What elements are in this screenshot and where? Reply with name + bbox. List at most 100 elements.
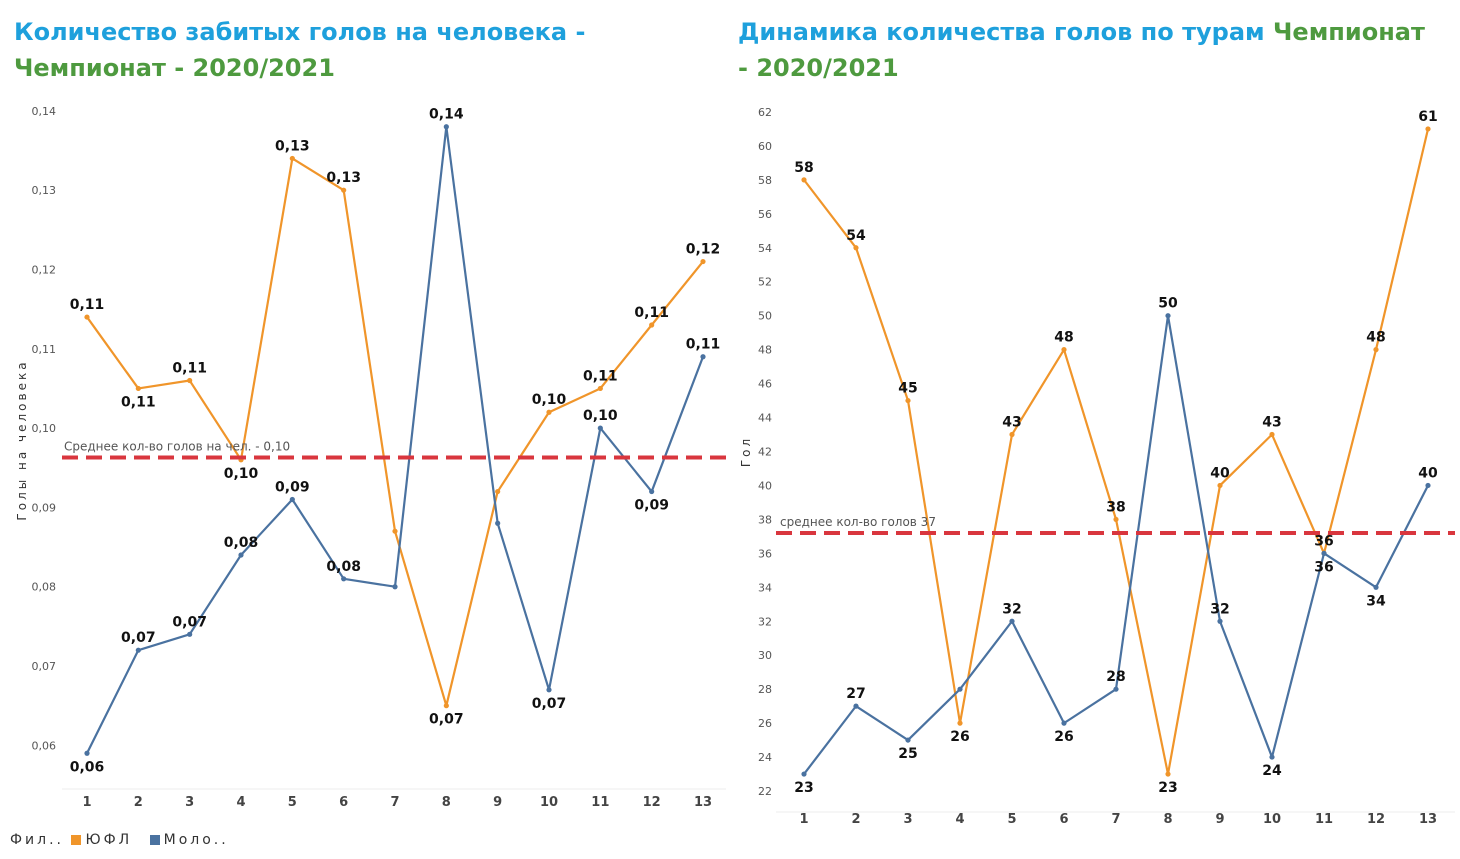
data-label-right-1: 25 bbox=[898, 746, 917, 762]
left-chart-title: Количество забитых голов на человека - Ч… bbox=[14, 14, 714, 86]
y-tick-label-left: 0,11 bbox=[32, 343, 57, 356]
data-label-right-0: 48 bbox=[1054, 330, 1073, 346]
x-tick-label-left: 9 bbox=[493, 795, 502, 810]
data-point-left-0 bbox=[546, 409, 552, 415]
data-point-right-1 bbox=[1269, 754, 1275, 760]
data-point-left-1 bbox=[135, 647, 141, 653]
y-tick-label-right: 36 bbox=[758, 547, 772, 560]
x-tick-label-left: 11 bbox=[591, 795, 609, 810]
x-tick-label-right: 10 bbox=[1263, 812, 1281, 827]
data-label-right-0: 40 bbox=[1210, 465, 1230, 481]
x-tick-label-right: 2 bbox=[851, 812, 860, 827]
data-point-right-1 bbox=[1113, 686, 1119, 692]
data-label-left-0: 0,07 bbox=[429, 712, 464, 728]
x-tick-label-left: 7 bbox=[390, 795, 399, 810]
data-point-left-1 bbox=[700, 354, 706, 360]
data-label-left-0: 0,11 bbox=[172, 361, 207, 377]
data-label-right-1: 32 bbox=[1210, 601, 1229, 617]
data-point-left-1 bbox=[238, 552, 244, 558]
legend-item-yufl[interactable]: ЮФЛ bbox=[71, 832, 132, 848]
data-point-right-0 bbox=[1061, 347, 1067, 353]
data-label-left-0: 0,10 bbox=[532, 392, 567, 408]
y-tick-label-right: 54 bbox=[758, 242, 772, 255]
data-label-left-1: 0,11 bbox=[686, 337, 721, 353]
y-tick-label-left: 0,14 bbox=[32, 105, 57, 118]
data-point-right-0 bbox=[1373, 347, 1379, 353]
data-label-left-0: 0,13 bbox=[326, 170, 361, 186]
average-line-label-right: среднее кол-во голов 37 bbox=[780, 515, 936, 529]
y-axis-label-right: Гол bbox=[739, 436, 753, 467]
data-label-left-0: 0,11 bbox=[121, 394, 156, 410]
data-point-right-1 bbox=[1373, 584, 1379, 590]
y-tick-label-right: 28 bbox=[758, 683, 772, 696]
data-label-right-0: 58 bbox=[794, 160, 813, 176]
data-point-right-1 bbox=[1425, 482, 1431, 489]
data-label-right-0: 43 bbox=[1002, 415, 1021, 431]
legend-item-molodezh[interactable]: Моло.. bbox=[149, 832, 229, 848]
y-tick-label-right: 44 bbox=[758, 412, 772, 425]
x-tick-label-right: 5 bbox=[1007, 812, 1016, 827]
x-tick-label-right: 8 bbox=[1163, 812, 1172, 827]
data-label-right-1: 23 bbox=[794, 780, 813, 796]
x-tick-label-left: 5 bbox=[288, 795, 297, 810]
data-label-left-1: 0,07 bbox=[532, 696, 567, 712]
data-point-left-1 bbox=[289, 496, 295, 503]
data-point-right-1 bbox=[1165, 313, 1171, 319]
y-tick-label-left: 0,13 bbox=[32, 184, 57, 197]
y-tick-label-right: 42 bbox=[758, 446, 772, 459]
data-label-right-0: 43 bbox=[1262, 415, 1281, 431]
y-tick-label-right: 22 bbox=[758, 785, 772, 798]
data-point-left-0 bbox=[187, 377, 193, 384]
x-tick-label-right: 9 bbox=[1215, 812, 1224, 827]
x-tick-label-left: 2 bbox=[134, 795, 143, 810]
data-point-right-1 bbox=[1009, 618, 1015, 624]
data-point-right-0 bbox=[905, 397, 911, 404]
data-label-left-0: 0,11 bbox=[583, 368, 618, 384]
data-label-right-1: 27 bbox=[846, 686, 865, 702]
data-label-right-0: 48 bbox=[1366, 330, 1385, 346]
x-tick-label-left: 4 bbox=[236, 795, 245, 810]
data-point-left-1 bbox=[341, 576, 347, 582]
legend-label: Фил.. bbox=[10, 832, 64, 848]
x-tick-label-right: 11 bbox=[1315, 812, 1333, 827]
x-tick-label-right: 13 bbox=[1419, 812, 1437, 827]
data-point-left-0 bbox=[700, 258, 706, 265]
data-label-right-1: 34 bbox=[1366, 593, 1386, 609]
y-tick-label-left: 0,09 bbox=[32, 501, 57, 514]
legend-item-molodezh-label: Моло.. bbox=[163, 832, 229, 848]
data-label-left-1: 0,08 bbox=[326, 559, 361, 575]
data-label-right-1: 32 bbox=[1002, 601, 1021, 617]
y-tick-label-right: 34 bbox=[758, 581, 772, 594]
x-tick-label-right: 7 bbox=[1111, 812, 1120, 827]
data-label-right-1: 26 bbox=[1054, 729, 1073, 745]
x-tick-label-left: 1 bbox=[82, 795, 91, 810]
data-label-left-1: 0,07 bbox=[172, 614, 207, 630]
data-label-right-1: 50 bbox=[1158, 296, 1178, 312]
x-tick-label-right: 1 bbox=[799, 812, 808, 827]
data-point-left-0 bbox=[135, 385, 141, 392]
data-point-left-0 bbox=[597, 385, 603, 392]
y-tick-label-right: 30 bbox=[758, 649, 772, 662]
data-label-right-0: 26 bbox=[950, 729, 969, 745]
data-label-left-1: 0,08 bbox=[224, 535, 259, 551]
y-tick-label-right: 56 bbox=[758, 208, 772, 221]
x-tick-label-left: 6 bbox=[339, 795, 348, 810]
data-point-right-1 bbox=[1217, 618, 1223, 624]
data-label-left-1: 0,06 bbox=[70, 759, 105, 775]
data-label-left-0: 0,13 bbox=[275, 138, 310, 154]
y-tick-label-right: 38 bbox=[758, 513, 772, 526]
data-label-left-1: 0,14 bbox=[429, 107, 464, 123]
y-tick-label-right: 50 bbox=[758, 310, 772, 323]
y-tick-label-left: 0,07 bbox=[32, 660, 57, 673]
data-point-right-1 bbox=[905, 737, 911, 743]
data-point-left-0 bbox=[443, 703, 449, 709]
y-tick-label-right: 32 bbox=[758, 615, 772, 628]
x-tick-label-right: 3 bbox=[903, 812, 912, 827]
data-point-left-1 bbox=[495, 520, 501, 526]
y-tick-label-right: 40 bbox=[758, 479, 772, 492]
data-label-right-1: 40 bbox=[1418, 465, 1438, 481]
average-line-label-left: Среднее кол-во голов на чел. - 0,10 bbox=[64, 439, 290, 453]
data-point-left-1 bbox=[597, 425, 603, 431]
y-tick-label-right: 58 bbox=[758, 174, 772, 187]
data-point-left-0 bbox=[341, 187, 347, 193]
